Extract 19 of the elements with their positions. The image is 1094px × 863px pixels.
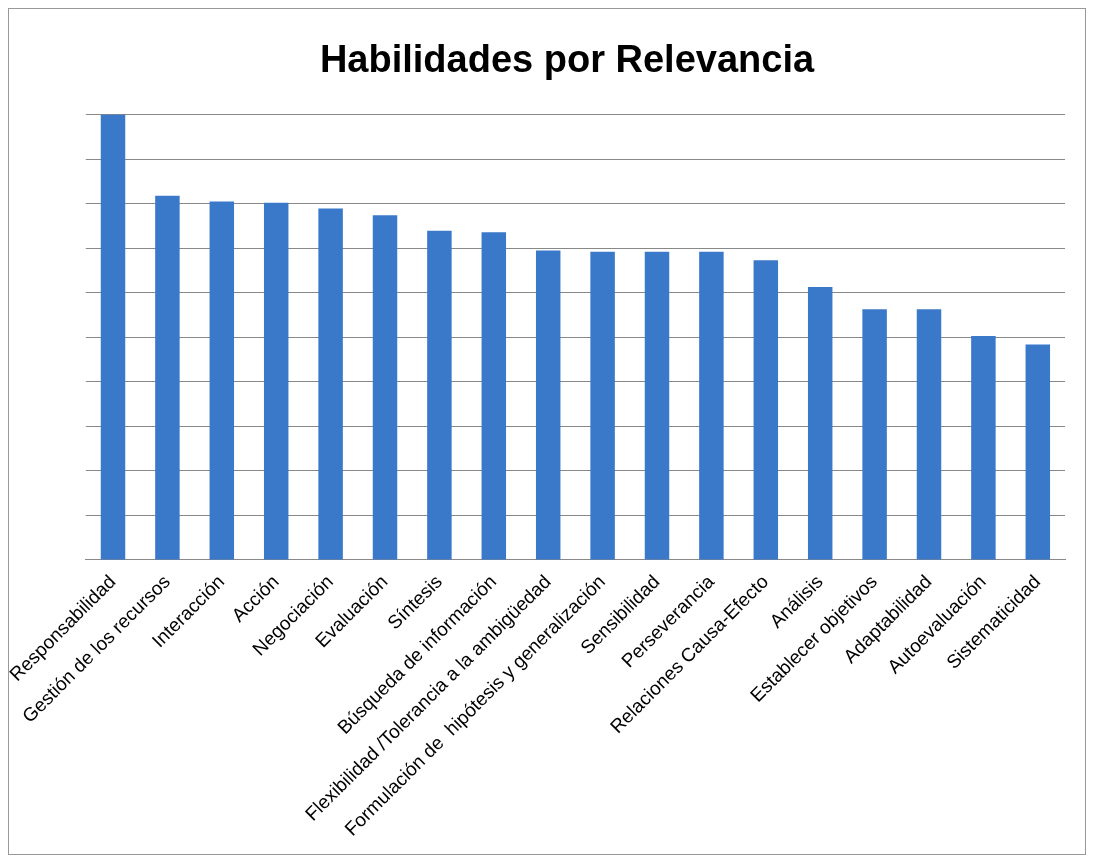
bar <box>372 215 398 560</box>
bar <box>862 309 887 560</box>
bar <box>590 251 615 560</box>
bar <box>481 232 507 560</box>
bar <box>1025 344 1051 560</box>
bar <box>263 202 289 560</box>
bar <box>699 251 724 560</box>
bar <box>318 208 343 560</box>
bar <box>427 230 452 560</box>
bar <box>916 309 942 560</box>
bar <box>644 251 670 560</box>
bar <box>100 114 126 560</box>
bar <box>971 335 996 560</box>
bar <box>535 250 561 560</box>
chart-title: Habilidades por Relevancia <box>319 38 815 81</box>
bar <box>155 195 180 560</box>
bar <box>807 286 833 560</box>
bar <box>753 260 779 560</box>
bar <box>209 201 235 560</box>
